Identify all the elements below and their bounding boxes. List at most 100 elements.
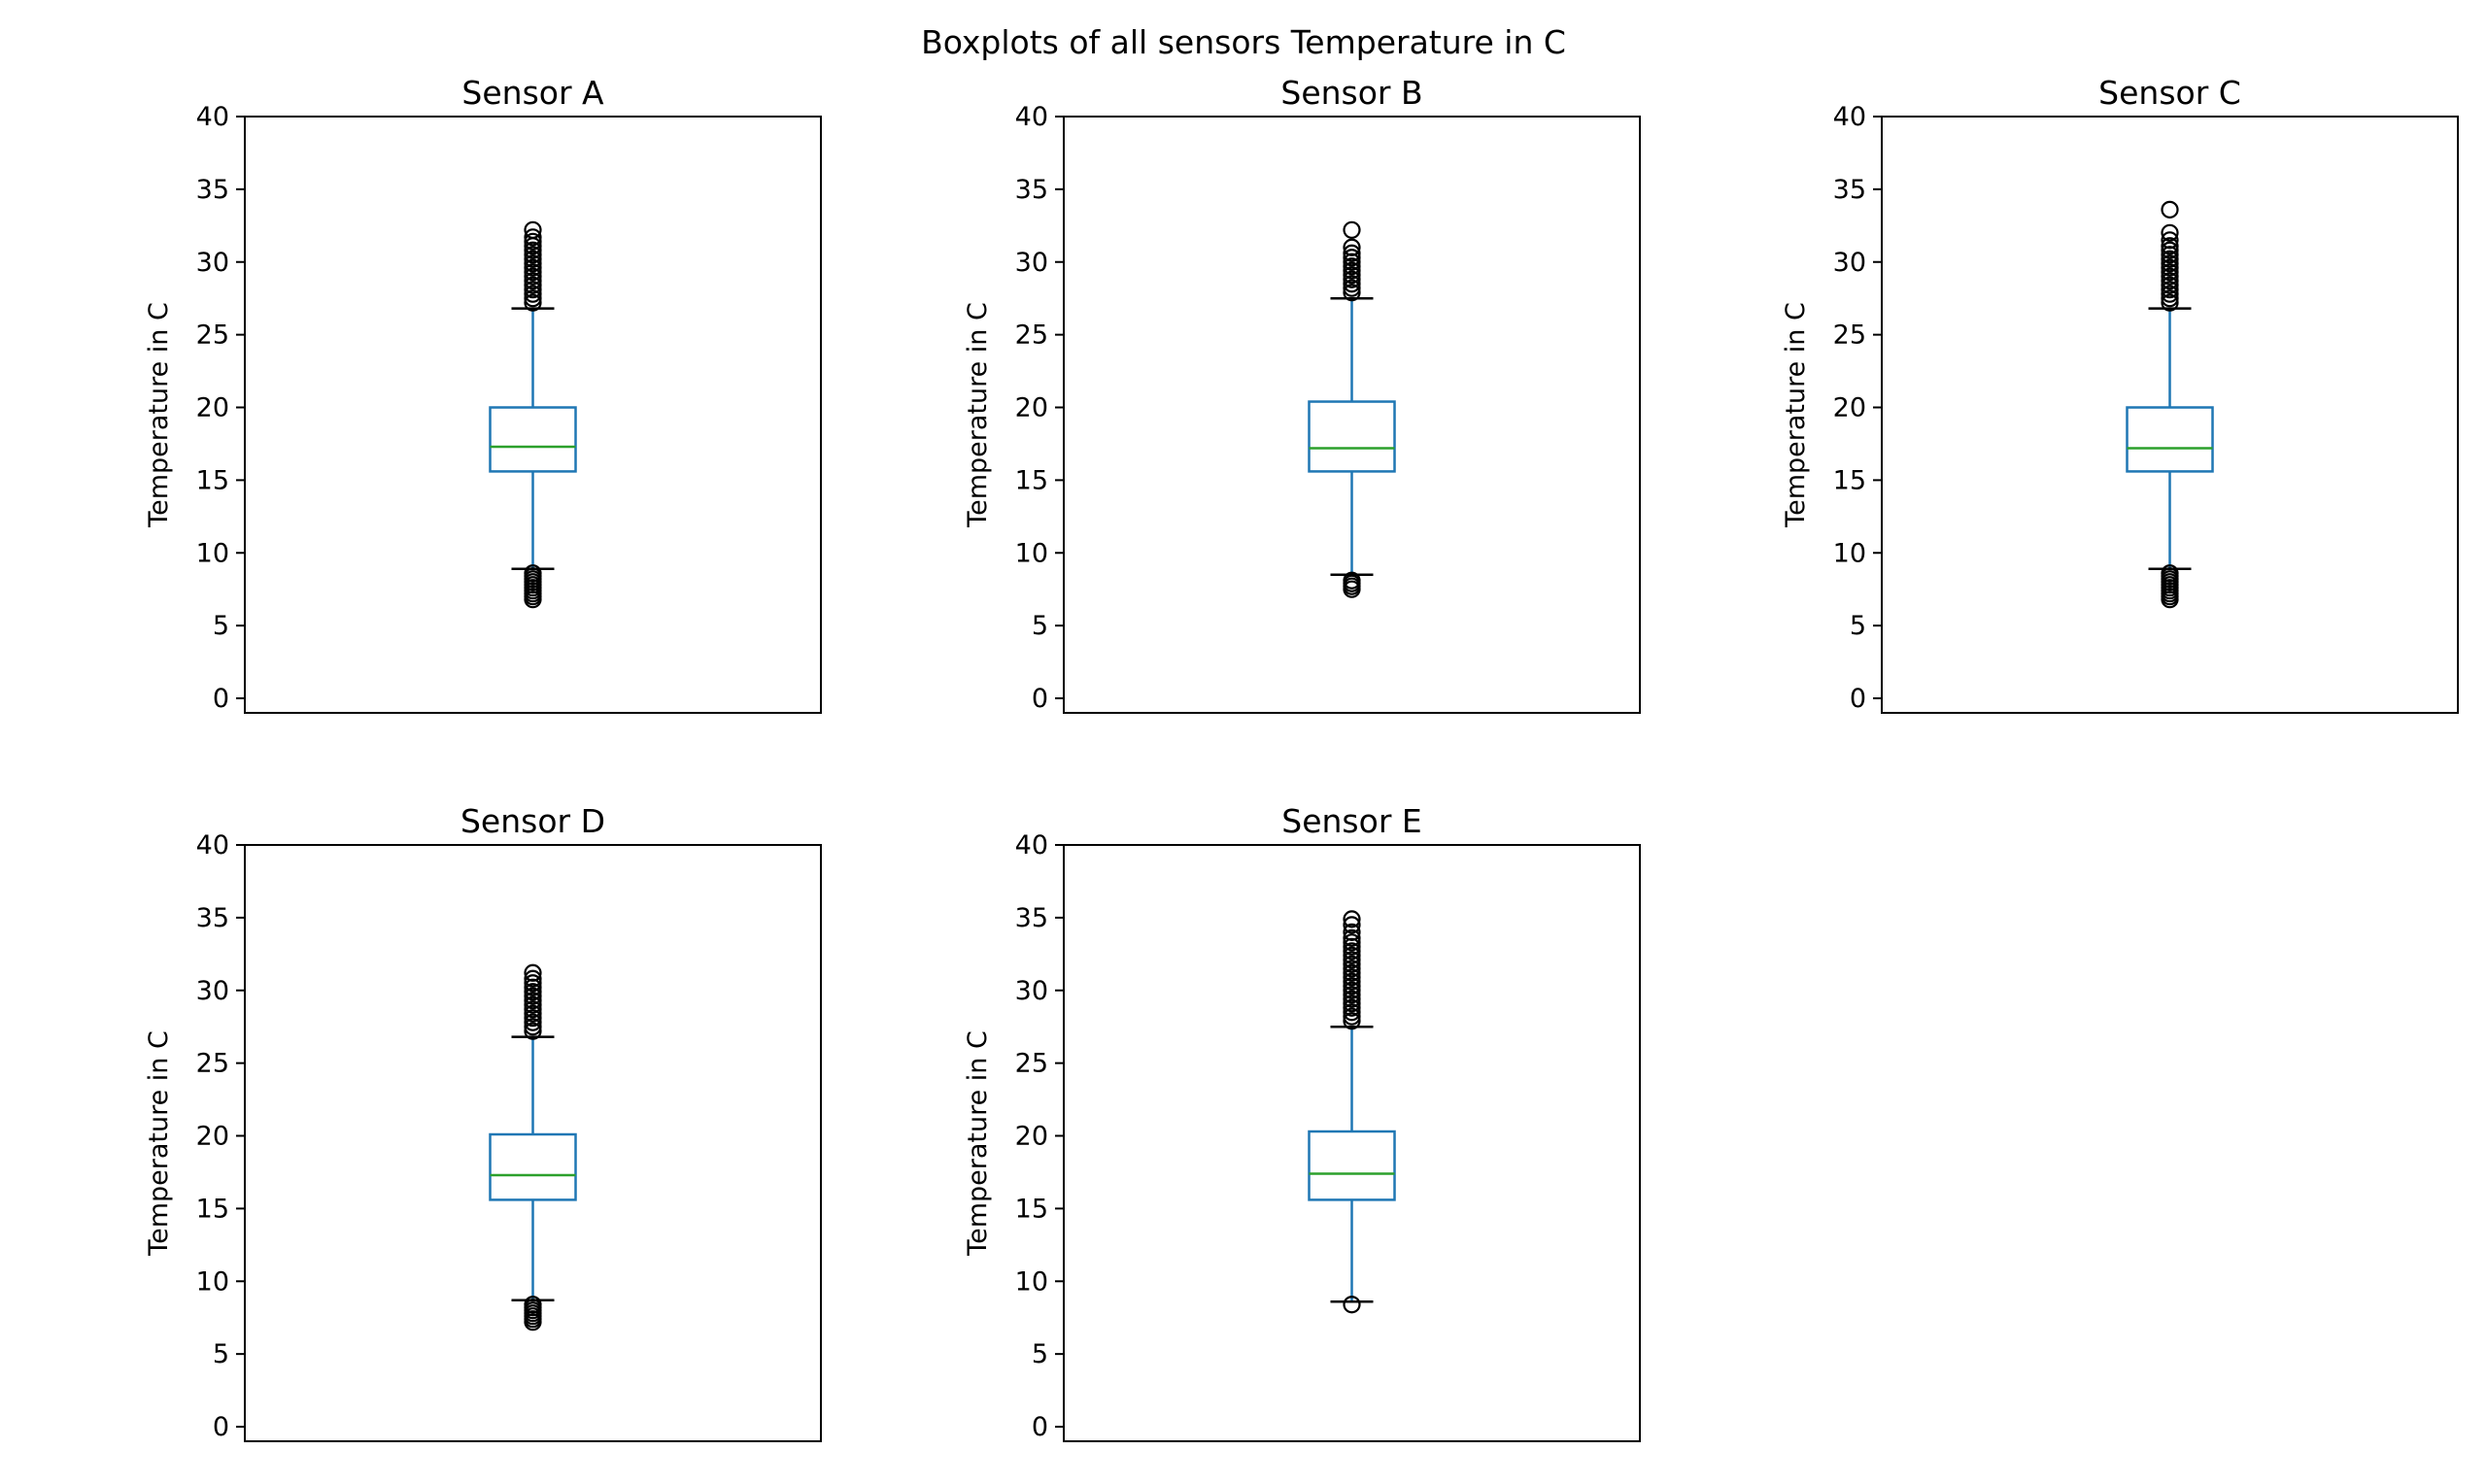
outlier-point [1343,968,1361,987]
outlier-point [524,241,542,259]
outlier-point [524,263,542,282]
y-tick-label: 0 [1032,684,1048,714]
outlier-point [1343,220,1361,239]
y-tick-label: 10 [1833,538,1866,568]
outlier-point [1343,981,1361,999]
outlier-point [1343,916,1361,934]
outlier-point [524,228,542,247]
outlier-point [1343,972,1361,991]
y-tick-label: 10 [1015,1266,1048,1297]
subplot-title: Sensor A [461,74,604,112]
outlier-point [524,272,542,290]
outlier-point [524,293,542,312]
outlier-point [1343,571,1361,590]
outlier-point [2161,272,2179,290]
outlier-point [1343,910,1361,928]
y-tick-label: 30 [1015,976,1048,1006]
outlier-point [524,987,542,1005]
outlier-point [524,995,542,1014]
outlier-point [524,1009,542,1028]
outlier-point [2161,237,2179,255]
outlier-point [2161,276,2179,294]
outlier-point [2161,200,2179,219]
outlier-point [1343,977,1361,995]
outlier-point [2161,293,2179,312]
y-tick-label: 15 [196,1194,229,1224]
outlier-point [2161,250,2179,268]
outlier-point [524,1018,542,1036]
outlier-point [524,276,542,294]
y-tick-label: 35 [1015,175,1048,205]
outlier-point [1343,995,1361,1013]
outlier-point [1343,244,1361,262]
outlier-point [524,281,542,299]
axes-frame [1881,116,2459,714]
subplot-title: Sensor D [460,802,605,840]
axes-frame [244,116,822,714]
y-tick-label: 5 [1032,1339,1048,1369]
outlier-point [524,974,542,993]
y-tick-label: 5 [213,611,229,641]
y-axis-label: Temperature in C [1781,302,1811,528]
y-axis-label: Temperature in C [144,302,174,528]
outlier-point [2161,263,2179,282]
axes-frame [244,844,822,1442]
subplot-sensor-a: Sensor A Temperature in C 0 5 10 15 20 25 30 35 40 [144,74,822,714]
y-tick-label: 5 [1850,611,1866,641]
subplot-sensor-e: Sensor E Temperature in C 0 5 10 15 20 25 30 35 40 [963,802,1641,1442]
outlier-point [2161,258,2179,277]
outlier-point [524,246,542,264]
y-tick-label: 30 [1833,248,1866,278]
outlier-point [1343,923,1361,941]
y-tick-label: 40 [196,830,229,860]
subplot-title: Sensor B [1280,74,1422,112]
y-tick-label: 15 [1833,465,1866,495]
y-tick-label: 0 [213,1412,229,1442]
y-tick-label: 10 [1015,538,1048,568]
outlier-point [524,254,542,273]
y-tick-label: 35 [1015,903,1048,933]
outlier-point [524,1022,542,1040]
outlier-point [524,1000,542,1019]
outlier-point [524,564,542,583]
y-tick-label: 30 [196,976,229,1006]
outlier-point [1343,986,1361,1004]
outlier-point [1343,942,1361,961]
outlier-point [2161,564,2179,583]
y-tick-label: 25 [1833,320,1866,351]
y-tick-label: 20 [1833,393,1866,423]
y-tick-label: 0 [213,684,229,714]
axes-frame [1063,116,1641,714]
outlier-point [1343,946,1361,964]
outlier-point [524,969,542,988]
axes-frame [1063,844,1641,1442]
outlier-point [2161,281,2179,299]
y-tick-label: 40 [1833,102,1866,132]
outlier-point [1343,270,1361,288]
outlier-point [2161,267,2179,286]
y-tick-label: 40 [1015,102,1048,132]
outlier-point [1343,284,1361,302]
outlier-point [524,1004,542,1023]
y-tick-label: 25 [196,320,229,351]
y-axis-label: Temperature in C [144,1030,174,1257]
y-tick-label: 25 [1015,1049,1048,1079]
y-tick-label: 0 [1032,1412,1048,1442]
outlier-point [1343,928,1361,947]
iqr-box [1308,400,1396,473]
y-tick-label: 35 [196,903,229,933]
outlier-point [1343,261,1361,280]
iqr-box [489,1132,577,1201]
y-tick-label: 25 [1015,320,1048,351]
iqr-box [489,406,577,473]
y-tick-label: 5 [213,1339,229,1369]
figure-title: Boxplots of all sensors Temperature in C [921,23,1566,61]
y-tick-label: 20 [1015,393,1048,423]
y-tick-label: 10 [196,538,229,568]
outlier-point [1343,279,1361,297]
outlier-point [524,1296,542,1314]
outlier-point [1343,266,1361,285]
outlier-point [2161,231,2179,250]
outlier-point [1343,960,1361,978]
